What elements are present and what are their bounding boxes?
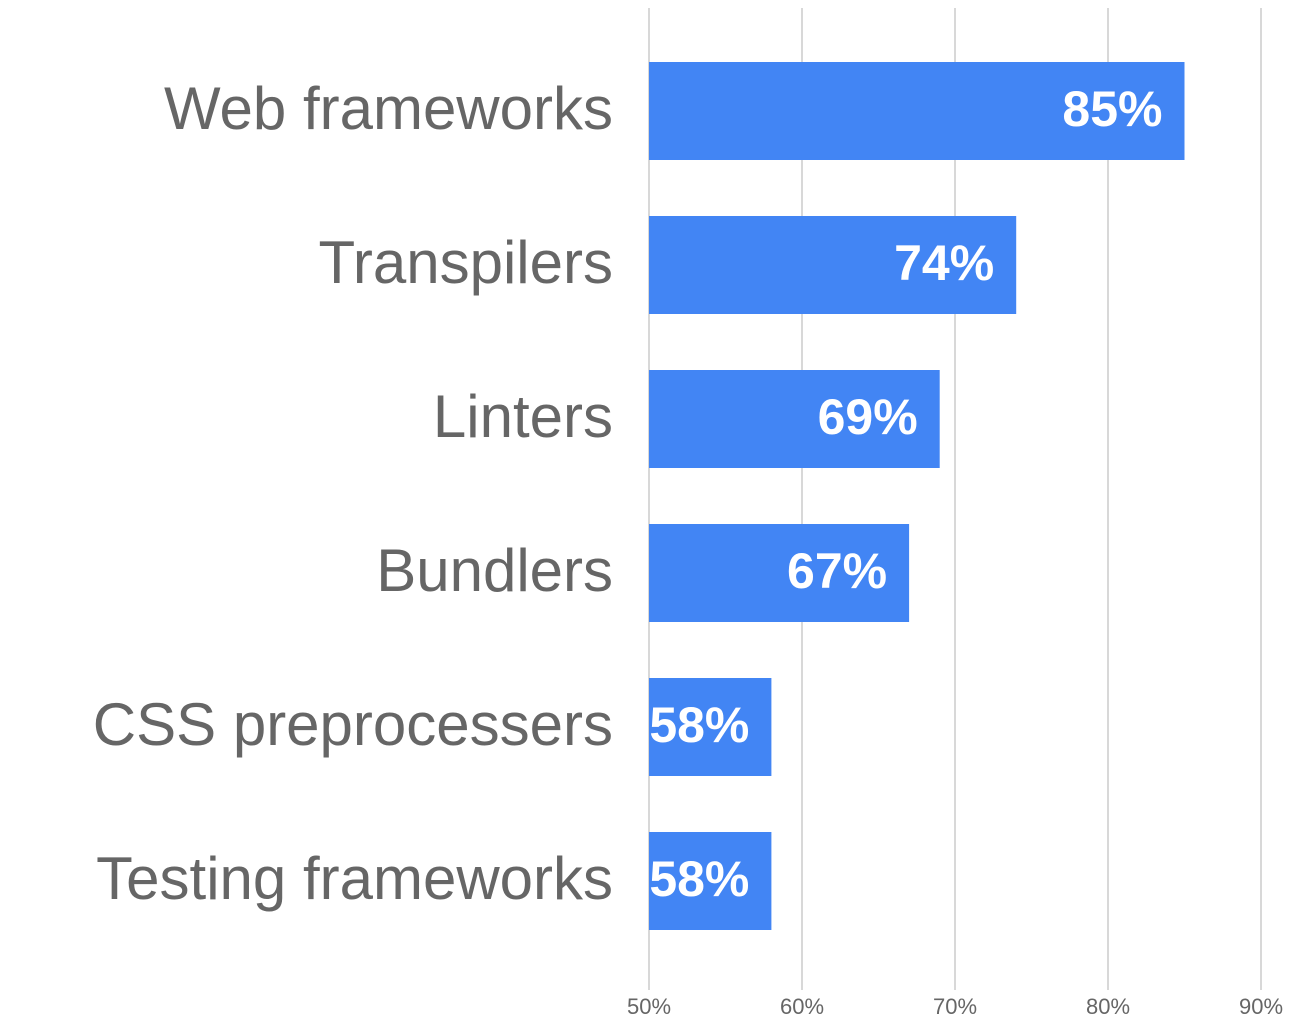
bar: [649, 832, 772, 930]
x-tick-label: 90%: [1239, 994, 1283, 1019]
data-label: 74%: [894, 235, 994, 291]
y-tick-label: Linters: [433, 383, 613, 450]
data-label: 58%: [649, 851, 749, 907]
y-tick-label: Web frameworks: [164, 75, 613, 142]
y-tick-label: Transpilers: [318, 229, 613, 296]
x-tick-label: 80%: [1086, 994, 1130, 1019]
bar: [649, 62, 1185, 160]
bar: [649, 524, 910, 622]
y-tick-label: CSS preprocessers: [93, 691, 613, 758]
bar: [649, 216, 1017, 314]
data-label: 69%: [818, 389, 918, 445]
x-tick-label: 70%: [933, 994, 977, 1019]
y-tick-label: Testing frameworks: [96, 845, 613, 912]
bar: [649, 678, 772, 776]
data-label: 58%: [649, 697, 749, 753]
x-tick-label: 50%: [627, 994, 671, 1019]
bar: [649, 370, 940, 468]
x-tick-label: 60%: [780, 994, 824, 1019]
y-tick-label: Bundlers: [376, 537, 613, 604]
data-label: 67%: [787, 543, 887, 599]
data-label: 85%: [1062, 81, 1162, 137]
